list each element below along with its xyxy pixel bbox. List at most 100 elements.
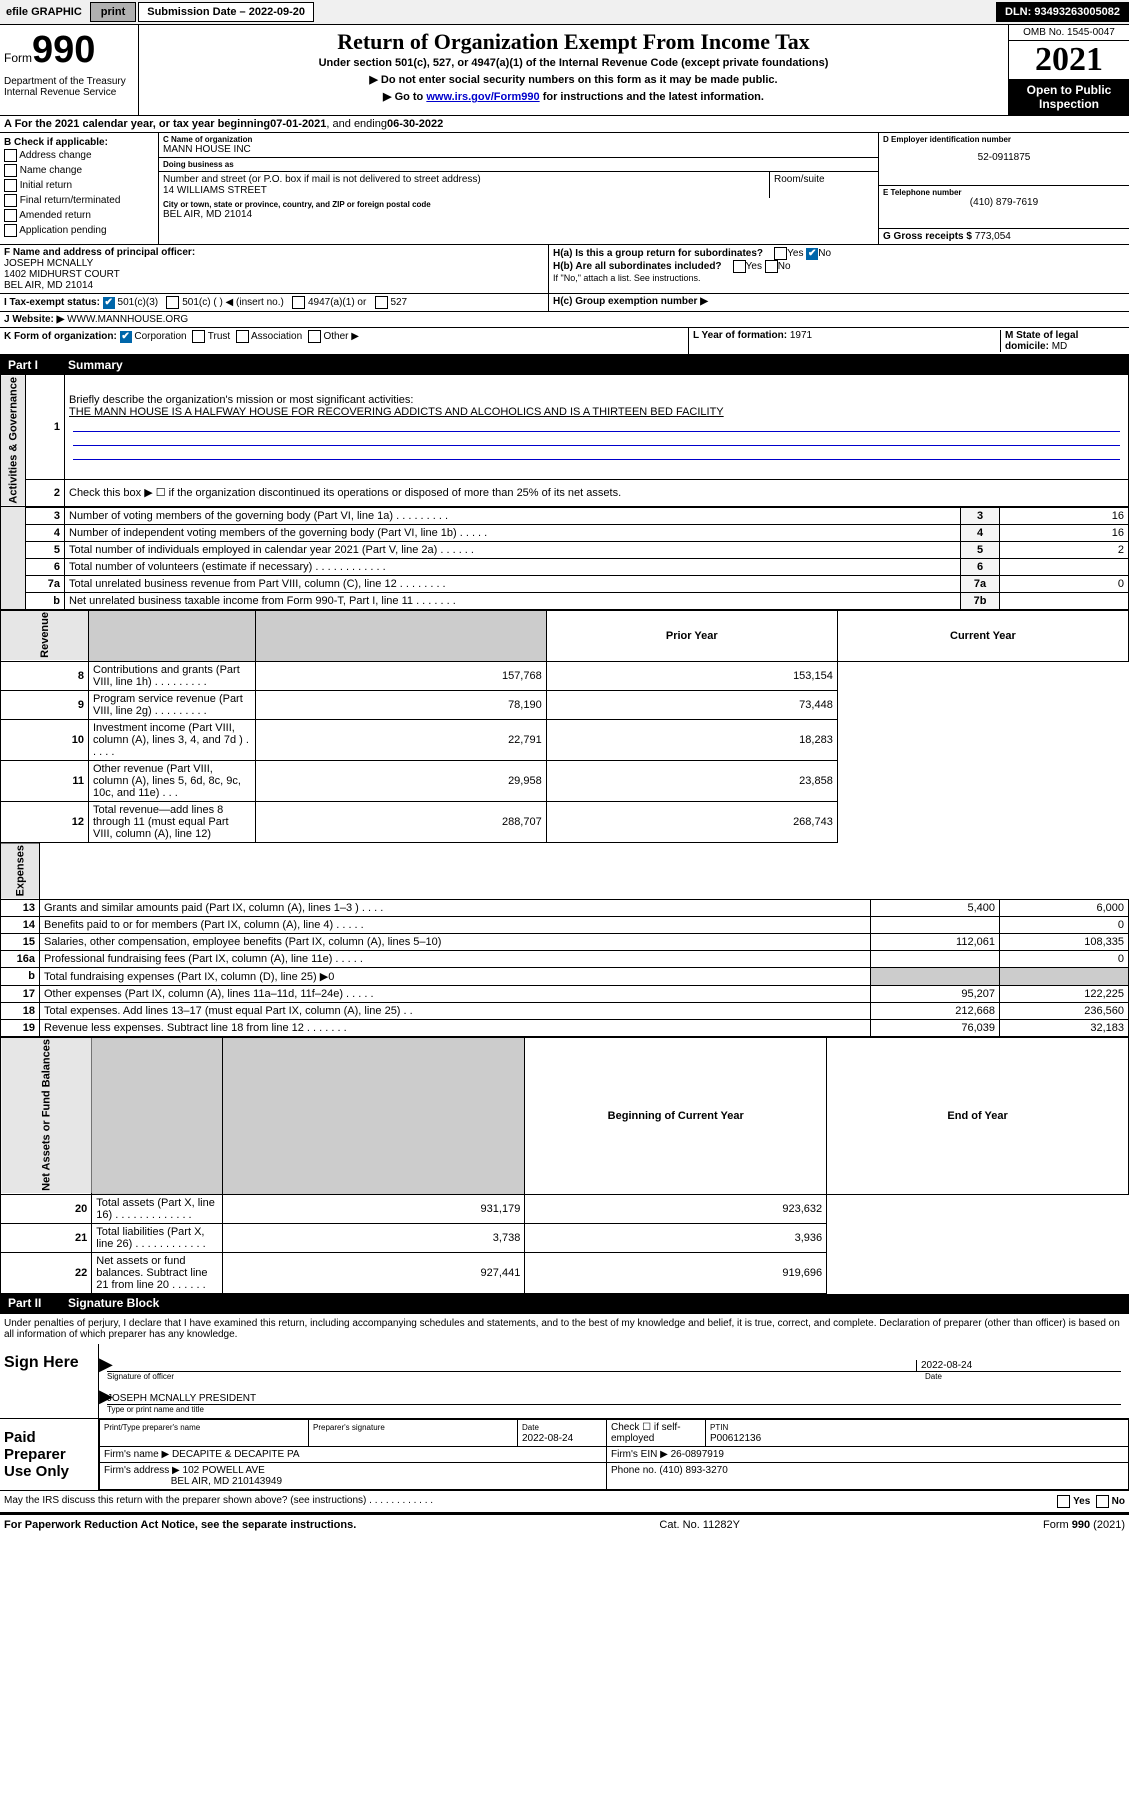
data-line: 17Other expenses (Part IX, column (A), l… [1, 985, 1129, 1002]
gov-line: 4Number of independent voting members of… [1, 524, 1129, 541]
firm-ein: 26-0897919 [671, 1449, 724, 1460]
row-i: I Tax-exempt status: ✔ 501(c)(3) 501(c) … [0, 294, 1129, 312]
side-revenue: Revenue [1, 610, 89, 661]
print-button[interactable]: print [90, 2, 136, 22]
mission: THE MANN HOUSE IS A HALFWAY HOUSE FOR RE… [69, 406, 724, 418]
column-d: D Employer identification number 52-0911… [879, 133, 1129, 244]
row-j: J Website: ▶ WWW.MANNHOUSE.ORG [0, 312, 1129, 328]
chk-527[interactable] [375, 296, 388, 309]
city-cell: City or town, state or province, country… [159, 198, 878, 222]
signature-block: Under penalties of perjury, I declare th… [0, 1312, 1129, 1514]
chk-app-pending[interactable]: Application pending [4, 223, 154, 238]
data-line: 11Other revenue (Part VIII, column (A), … [1, 760, 1129, 801]
discuss-no[interactable] [1096, 1495, 1109, 1508]
dept-treasury: Department of the Treasury Internal Reve… [4, 72, 134, 98]
firm-phone: (410) 893-3270 [659, 1465, 727, 1476]
discuss-row: May the IRS discuss this return with the… [0, 1491, 1129, 1514]
part1-header: Part I Summary [0, 356, 1129, 374]
self-employed-check[interactable]: Check ☐ if self-employed [607, 1419, 706, 1446]
chk-501c3[interactable]: ✔ [103, 297, 115, 309]
org-name: MANN HOUSE INC [163, 144, 874, 155]
row-a-tax-year: A For the 2021 calendar year, or tax yea… [0, 116, 1129, 133]
website: WWW.MANNHOUSE.ORG [67, 314, 188, 325]
form-number: 990 [32, 29, 95, 71]
data-line: 13Grants and similar amounts paid (Part … [1, 899, 1129, 916]
hb-no[interactable] [765, 260, 778, 273]
dba-cell: Doing business as [159, 158, 878, 172]
street-address: 14 WILLIAMS STREET [163, 185, 765, 196]
ha-no[interactable]: ✔ [806, 248, 818, 260]
firm-name: DECAPITE & DECAPITE PA [172, 1449, 300, 1460]
year-formation: 1971 [790, 330, 812, 341]
tax-year: 2021 [1009, 41, 1129, 79]
chk-other[interactable] [308, 330, 321, 343]
footer-right: Form 990 (2021) [1043, 1519, 1125, 1531]
begin-year-header: Beginning of Current Year [525, 1037, 827, 1194]
sig-date: 2022-08-24 [916, 1360, 1121, 1371]
chk-501c[interactable] [166, 296, 179, 309]
telephone: (410) 879-7619 [883, 197, 1125, 208]
discuss-yes[interactable] [1057, 1495, 1070, 1508]
arrow-icon: ▶ [99, 1386, 113, 1407]
data-line: 22Net assets or fund balances. Subtract … [1, 1252, 1129, 1293]
gov-line: 3Number of voting members of the governi… [1, 507, 1129, 524]
column-b: B Check if applicable: Address change Na… [0, 133, 159, 244]
prior-year-header: Prior Year [546, 610, 837, 661]
org-name-cell: C Name of organization MANN HOUSE INC [159, 133, 878, 158]
irs-link[interactable]: www.irs.gov/Form990 [426, 91, 539, 103]
ha-yes[interactable] [774, 247, 787, 260]
state-domicile: MD [1052, 341, 1068, 352]
chk-addr-change[interactable]: Address change [4, 148, 154, 163]
chk-name-change[interactable]: Name change [4, 163, 154, 178]
expenses-table: Expenses 13Grants and similar amounts pa… [0, 843, 1129, 1037]
hb-yes[interactable] [733, 260, 746, 273]
row-klm: K Form of organization: ✔ Corporation Tr… [0, 328, 1129, 356]
chk-trust[interactable] [192, 330, 205, 343]
data-line: 9Program service revenue (Part VIII, lin… [1, 690, 1129, 719]
data-line: 12Total revenue—add lines 8 through 11 (… [1, 801, 1129, 842]
ein: 52-0911875 [883, 144, 1125, 163]
tel-cell: E Telephone number (410) 879-7619 [879, 186, 1129, 228]
gross-receipts: 773,054 [975, 231, 1011, 242]
chk-amended[interactable]: Amended return [4, 208, 154, 223]
data-line: 21Total liabilities (Part X, line 26) . … [1, 1223, 1129, 1252]
column-c: C Name of organization MANN HOUSE INC Do… [159, 133, 879, 244]
section-bcd: B Check if applicable: Address change Na… [0, 133, 1129, 245]
sign-here-label: Sign Here [0, 1344, 99, 1418]
firm-address: 102 POWELL AVE [183, 1465, 265, 1476]
data-line: 8Contributions and grants (Part VIII, li… [1, 661, 1129, 690]
chk-assoc[interactable] [236, 330, 249, 343]
arrow-icon: ▶ [99, 1354, 113, 1375]
form-word: Form [4, 51, 32, 65]
efile-label: efile GRAPHIC [0, 6, 88, 18]
addr-cell: Number and street (or P.O. box if mail i… [159, 172, 878, 198]
side-activities: Activities & Governance [1, 375, 26, 507]
gov-line: 6Total number of volunteers (estimate if… [1, 558, 1129, 575]
perjury-statement: Under penalties of perjury, I declare th… [0, 1314, 1129, 1344]
officer-name: JOSEPH MCNALLY [4, 258, 93, 269]
subtitle-1: Under section 501(c), 527, or 4947(a)(1)… [149, 55, 998, 71]
footer: For Paperwork Reduction Act Notice, see … [0, 1514, 1129, 1535]
data-line: 20Total assets (Part X, line 16) . . . .… [1, 1194, 1129, 1223]
dln-label: DLN: 93493263005082 [996, 2, 1129, 22]
chk-corp[interactable]: ✔ [120, 331, 132, 343]
data-line: 10Investment income (Part VIII, column (… [1, 719, 1129, 760]
chk-initial[interactable]: Initial return [4, 178, 154, 193]
officer-signature: JOSEPH MCNALLY PRESIDENT [107, 1393, 1121, 1404]
footer-left: For Paperwork Reduction Act Notice, see … [4, 1519, 356, 1531]
main-title: Return of Organization Exempt From Incom… [149, 29, 998, 55]
end-year-header: End of Year [827, 1037, 1129, 1194]
data-line: 14Benefits paid to or for members (Part … [1, 916, 1129, 933]
governance-lines: 3Number of voting members of the governi… [0, 507, 1129, 610]
form-header: Form990 Department of the Treasury Inter… [0, 25, 1129, 116]
h-cell: H(a) Is this a group return for subordin… [549, 245, 1129, 293]
prep-date: 2022-08-24 [522, 1433, 573, 1444]
subtitle-2: ▶ Do not enter social security numbers o… [149, 71, 998, 88]
omb-number: OMB No. 1545-0047 [1009, 25, 1129, 41]
chk-4947[interactable] [292, 296, 305, 309]
year-box: OMB No. 1545-0047 2021 Open to Public In… [1008, 25, 1129, 115]
top-toolbar: efile GRAPHIC print Submission Date – 20… [0, 0, 1129, 25]
chk-final[interactable]: Final return/terminated [4, 193, 154, 208]
row-fh: F Name and address of principal officer:… [0, 245, 1129, 294]
open-inspection: Open to Public Inspection [1009, 79, 1129, 115]
